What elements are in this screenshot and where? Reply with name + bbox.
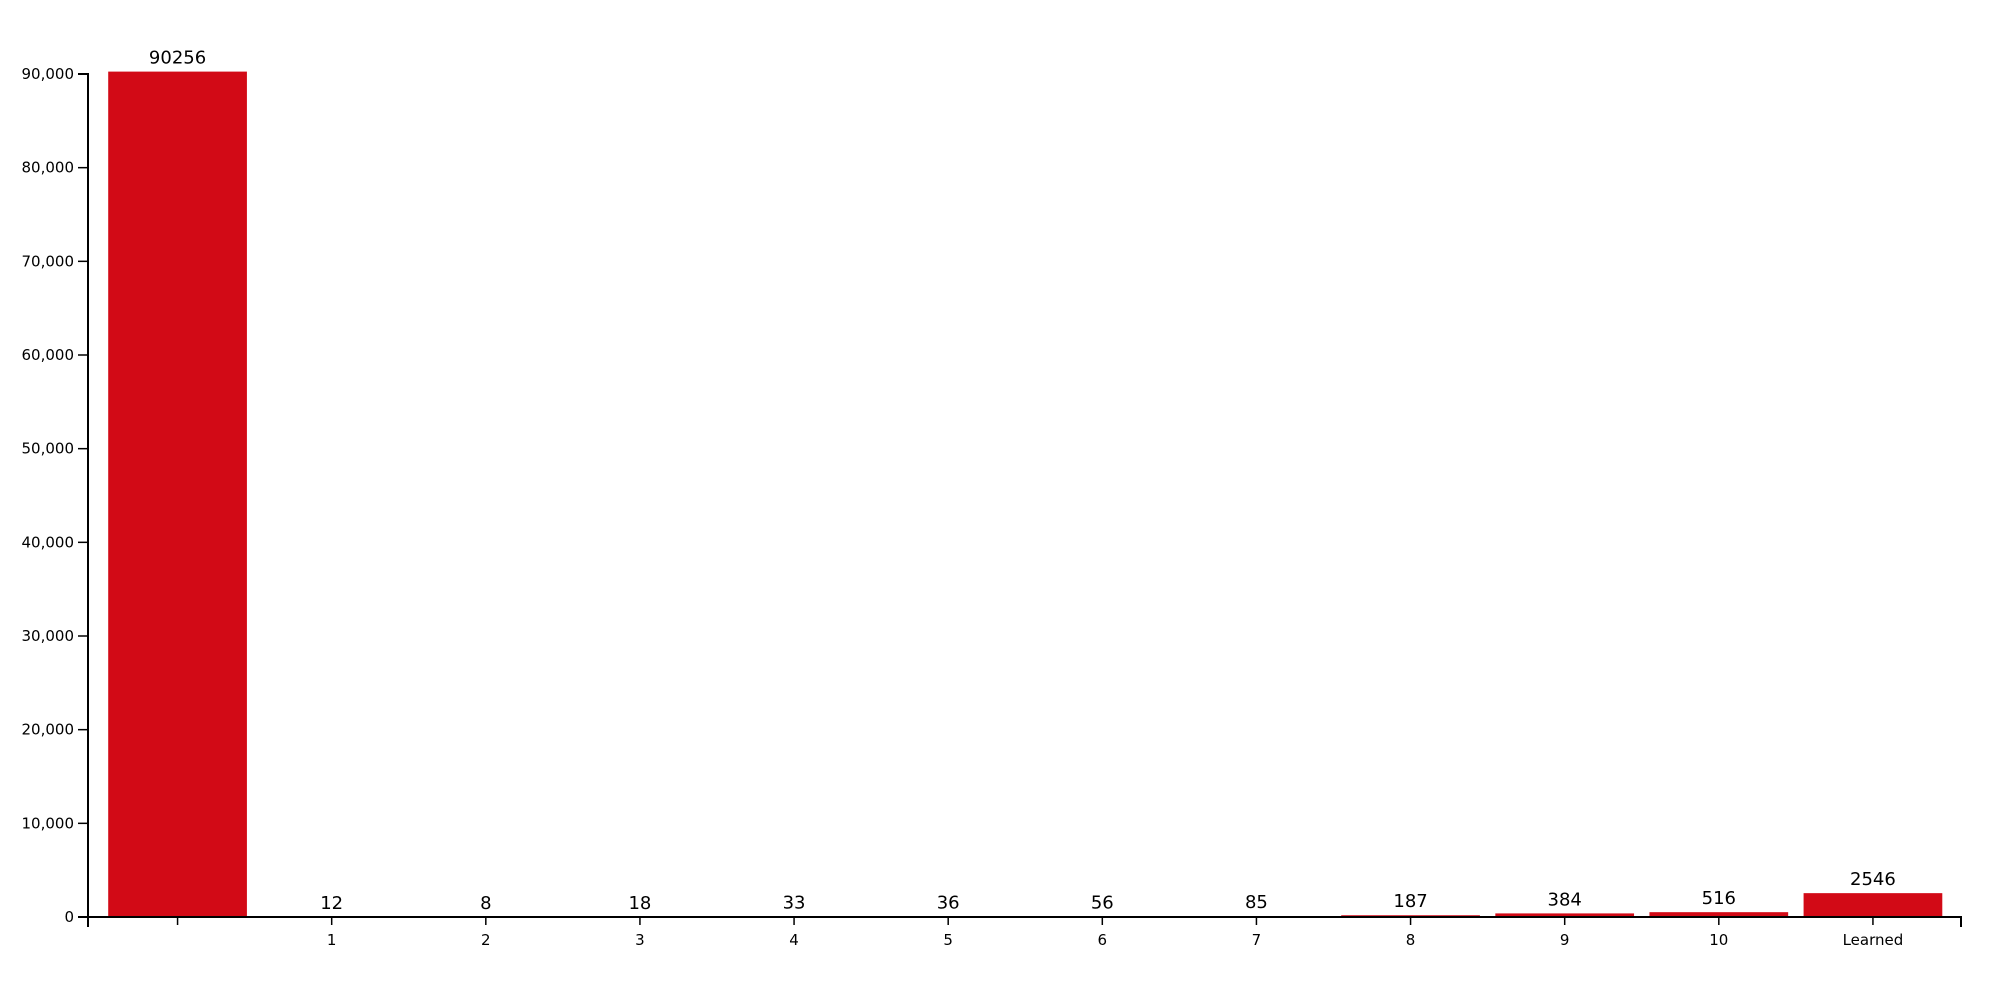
y-tick-label: 90,000 — [22, 65, 75, 83]
x-tick-label: 8 — [1406, 931, 1416, 949]
y-tick-label: 30,000 — [22, 627, 75, 645]
data-label: 2546 — [1850, 869, 1896, 890]
x-axis: 1 2 3 4 5 6 7 8 9 10 Learned — [88, 917, 1961, 949]
data-label: 384 — [1548, 889, 1582, 910]
x-tick-label: 9 — [1560, 931, 1570, 949]
x-tick-label: 2 — [481, 931, 491, 949]
y-tick-label: 70,000 — [22, 252, 75, 270]
x-tick-label: 6 — [1098, 931, 1108, 949]
bar — [1804, 893, 1943, 917]
data-label: 516 — [1702, 888, 1736, 909]
y-tick-label: 60,000 — [22, 346, 75, 364]
data-label: 36 — [937, 893, 960, 914]
x-axis-line — [88, 917, 1961, 927]
data-label: 8 — [480, 893, 491, 914]
y-axis-line — [78, 74, 88, 917]
data-label: 90256 — [149, 48, 206, 69]
y-tick-label: 40,000 — [22, 533, 75, 551]
x-tick-label: 7 — [1252, 931, 1262, 949]
x-tick-label: 1 — [327, 931, 337, 949]
y-tick-label: 50,000 — [22, 440, 75, 458]
bars — [108, 72, 1942, 917]
y-axis: 0 10,000 20,000 30,000 40,000 50,000 60,000 70,… — [22, 65, 89, 926]
data-label: 187 — [1393, 891, 1427, 912]
y-tick-label: 0 — [64, 908, 74, 926]
x-tick-label: 5 — [943, 931, 953, 949]
data-label: 85 — [1245, 892, 1268, 913]
bar — [108, 72, 247, 917]
x-tick-label: 4 — [789, 931, 799, 949]
y-tick-label: 20,000 — [22, 721, 75, 739]
data-label: 12 — [320, 893, 343, 914]
data-label: 18 — [628, 893, 651, 914]
data-label: 33 — [783, 893, 806, 914]
x-tick-label: 10 — [1709, 931, 1728, 949]
data-labels: 90256 12 8 18 33 36 56 85 187 384 516 2546 — [149, 48, 1896, 914]
data-label: 56 — [1091, 892, 1114, 913]
x-tick-label: 3 — [635, 931, 645, 949]
x-tick-label: Learned — [1843, 931, 1904, 949]
y-tick-label: 10,000 — [22, 814, 75, 832]
y-tick-label: 80,000 — [22, 159, 75, 177]
